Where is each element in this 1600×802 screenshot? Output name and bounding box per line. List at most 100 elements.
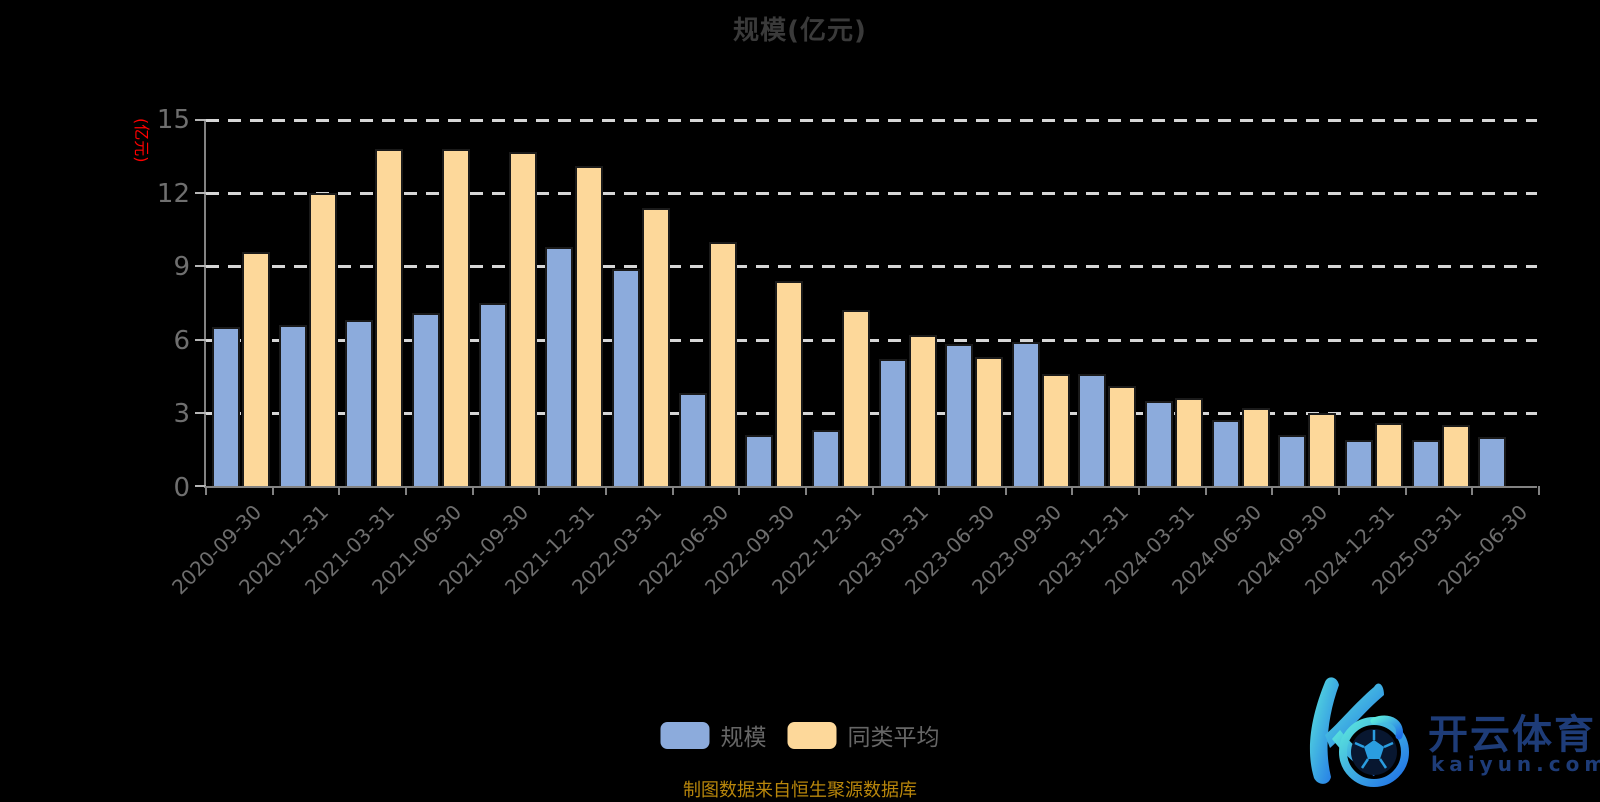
bar-group-2021-09-30 <box>473 120 540 486</box>
x-axis-tick <box>538 486 541 495</box>
page-title: 规模(亿元) <box>733 16 867 46</box>
bar-规模-2024-03-31[interactable] <box>1145 400 1174 486</box>
bar-group-2020-12-31 <box>273 120 340 486</box>
bar-同类平均-2020-12-31[interactable] <box>308 193 337 486</box>
bar-规模-2022-12-31[interactable] <box>811 429 840 486</box>
bar-规模-2024-09-30[interactable] <box>1278 434 1307 486</box>
y-axis-tick-label: 0 <box>173 473 190 503</box>
bar-同类平均-2021-03-31[interactable] <box>375 149 404 486</box>
y-axis-tick <box>195 485 206 487</box>
y-axis-tick <box>195 192 206 195</box>
bar-group-2024-03-31 <box>1139 120 1206 486</box>
legend-item-同类平均[interactable]: 同类平均 <box>787 718 940 752</box>
y-axis-tick-label: 15 <box>156 105 190 135</box>
bar-同类平均-2021-12-31[interactable] <box>575 166 604 486</box>
bar-规模-2021-12-31[interactable] <box>545 246 574 486</box>
bar-group-2024-12-31 <box>1339 120 1406 486</box>
bar-规模-2020-09-30[interactable] <box>212 327 240 486</box>
bar-规模-2022-06-30[interactable] <box>678 393 707 486</box>
bar-规模-2024-12-31[interactable] <box>1345 439 1374 486</box>
x-axis-tick <box>1004 486 1007 495</box>
kaiyun-watermark: 开云体育 kaiyun.com <box>1292 672 1600 792</box>
gridline-y-6 <box>206 338 1537 342</box>
x-axis-tick <box>1204 486 1207 495</box>
bar-同类平均-2025-03-31[interactable] <box>1441 425 1470 486</box>
bar-group-2021-03-31 <box>339 120 406 486</box>
x-axis-tick <box>1538 486 1540 495</box>
x-axis-tick <box>1071 486 1074 495</box>
x-axis-tick <box>471 486 474 495</box>
bar-同类平均-2024-09-30[interactable] <box>1308 412 1337 486</box>
legend-swatch <box>787 721 837 749</box>
bar-同类平均-2021-09-30[interactable] <box>508 151 537 486</box>
legend-label: 同类平均 <box>847 725 940 751</box>
x-axis-tick <box>338 486 341 495</box>
bar-规模-2022-09-30[interactable] <box>745 434 774 486</box>
y-axis-tick <box>195 411 206 414</box>
bar-group-2023-09-30 <box>1006 120 1073 486</box>
bar-同类平均-2023-09-30[interactable] <box>1041 373 1070 486</box>
bar-规模-2023-12-31[interactable] <box>1078 373 1107 486</box>
y-axis-tick-label: 6 <box>173 325 190 356</box>
bar-group-2023-03-31 <box>873 120 940 486</box>
bar-规模-2021-03-31[interactable] <box>345 320 374 486</box>
bar-同类平均-2021-06-30[interactable] <box>441 149 470 486</box>
bar-group-2022-06-30 <box>673 120 740 486</box>
watermark-brand-name: 开云体育 <box>1428 712 1596 758</box>
chart-legend: 规模 同类平均 <box>660 718 940 752</box>
legend-swatch <box>660 721 710 749</box>
bar-规模-2023-09-30[interactable] <box>1011 342 1040 486</box>
y-axis-tick-label: 9 <box>173 252 190 283</box>
bar-规模-2025-03-31[interactable] <box>1411 439 1440 486</box>
data-source-note: 制图数据来自恒生聚源数据库 <box>683 780 917 801</box>
x-axis-tick <box>1471 486 1474 495</box>
bar-group-2021-06-30 <box>406 120 473 486</box>
bar-规模-2021-06-30[interactable] <box>411 312 440 486</box>
y-axis-tick-label: 12 <box>156 178 190 209</box>
bar-规模-2024-06-30[interactable] <box>1211 420 1240 486</box>
gridline-y-15 <box>206 119 1537 122</box>
bar-同类平均-2022-03-31[interactable] <box>641 207 670 486</box>
x-axis-tick <box>1138 486 1141 495</box>
gridline-y-9 <box>206 265 1537 269</box>
x-axis-tick <box>1404 486 1407 495</box>
legend-item-规模[interactable]: 规模 <box>660 718 767 752</box>
y-axis-tick <box>195 338 206 341</box>
bar-规模-2023-06-30[interactable] <box>945 344 974 486</box>
bar-同类平均-2022-06-30[interactable] <box>708 242 737 486</box>
bar-group-2025-06-30 <box>1472 120 1539 486</box>
bar-group-2022-09-30 <box>739 120 806 486</box>
x-axis-tick <box>604 486 607 495</box>
x-axis-tick <box>1338 486 1341 495</box>
gridline-y-12 <box>206 192 1537 196</box>
bar-同类平均-2023-06-30[interactable] <box>975 356 1004 486</box>
x-axis-tick <box>1271 486 1274 495</box>
bar-同类平均-2024-12-31[interactable] <box>1375 422 1404 486</box>
gridline-y-3 <box>206 411 1537 415</box>
x-axis-tick <box>271 486 274 495</box>
bar-同类平均-2022-12-31[interactable] <box>841 310 870 486</box>
watermark-brand-url: kaiyun.com <box>1431 752 1600 776</box>
bar-规模-2025-06-30[interactable] <box>1478 437 1507 486</box>
bar-规模-2020-12-31[interactable] <box>278 324 307 486</box>
bar-group-2020-09-30 <box>206 120 273 486</box>
bar-同类平均-2020-09-30[interactable] <box>242 251 270 486</box>
bar-group-2024-06-30 <box>1206 120 1273 486</box>
bar-同类平均-2023-03-31[interactable] <box>908 334 937 486</box>
y-axis-tick-label: 3 <box>173 399 190 430</box>
x-axis-tick <box>205 486 207 495</box>
bar-group-2022-12-31 <box>806 120 873 486</box>
y-axis-tick <box>195 265 206 268</box>
y-axis-tick <box>195 119 206 121</box>
bar-规模-2021-09-30[interactable] <box>478 303 507 486</box>
legend-label: 规模 <box>720 725 767 751</box>
bar-同类平均-2023-12-31[interactable] <box>1108 385 1137 486</box>
bar-group-2025-03-31 <box>1406 120 1473 486</box>
bar-同类平均-2024-06-30[interactable] <box>1241 407 1270 486</box>
bar-group-2024-09-30 <box>1272 120 1339 486</box>
bar-同类平均-2024-03-31[interactable] <box>1175 398 1204 486</box>
x-axis-tick <box>404 486 407 495</box>
bar-规模-2022-03-31[interactable] <box>611 268 640 486</box>
bar-规模-2023-03-31[interactable] <box>878 359 907 486</box>
bar-同类平均-2022-09-30[interactable] <box>775 281 804 486</box>
